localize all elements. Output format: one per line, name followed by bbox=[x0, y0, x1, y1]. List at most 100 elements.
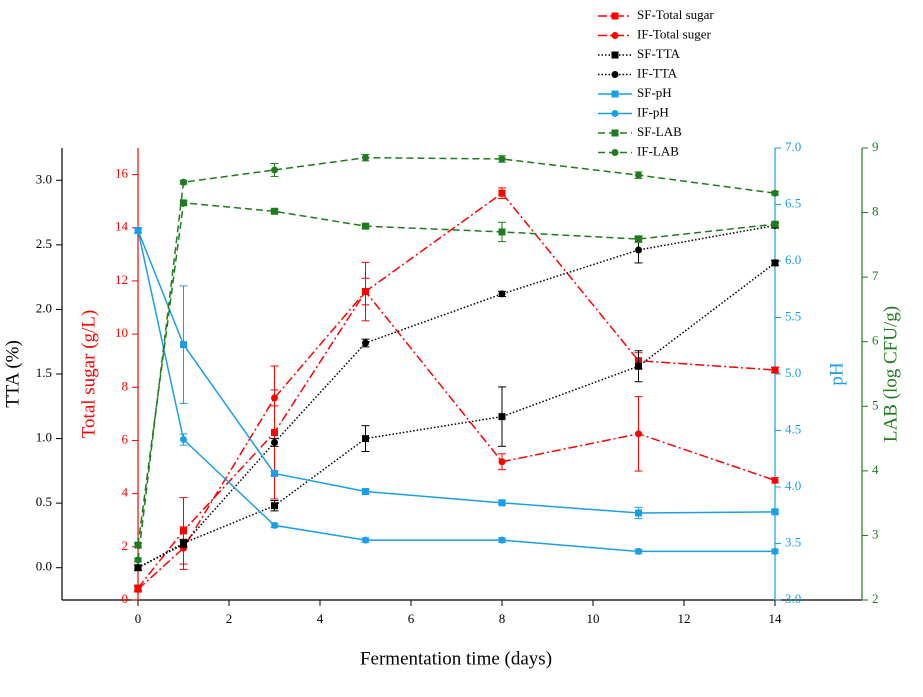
data-point bbox=[362, 488, 369, 496]
legend-marker bbox=[611, 90, 619, 98]
legend-marker bbox=[611, 32, 619, 39]
y-tick-label: 4 bbox=[122, 485, 129, 500]
y-tick-label: 6.0 bbox=[785, 252, 801, 267]
data-point bbox=[271, 207, 278, 215]
data-point bbox=[498, 458, 506, 466]
data-point bbox=[362, 435, 369, 443]
y-tick-label: 8 bbox=[122, 378, 129, 393]
y-tick-label: 3.0 bbox=[785, 591, 801, 606]
data-point bbox=[771, 189, 779, 197]
legend-marker bbox=[611, 110, 619, 117]
legend-marker bbox=[611, 149, 619, 156]
x-tick-label: 8 bbox=[499, 611, 506, 626]
x-tick-label: 2 bbox=[226, 611, 233, 626]
data-point bbox=[635, 430, 642, 438]
y-tick-label: 7.0 bbox=[785, 139, 801, 154]
x-tick-label: 14 bbox=[769, 611, 783, 626]
y-tick-label: 0.5 bbox=[36, 494, 52, 509]
x-tick-label: 0 bbox=[135, 611, 142, 626]
data-point bbox=[362, 288, 369, 296]
data-point bbox=[271, 521, 278, 529]
y-tick-label: 14 bbox=[115, 219, 129, 234]
series-line bbox=[137, 290, 776, 590]
y-tick-label: 9 bbox=[872, 139, 879, 154]
x-tick-label: 10 bbox=[587, 611, 600, 626]
series-line bbox=[137, 202, 776, 546]
legend-label: SF-LAB bbox=[637, 124, 682, 139]
data-point bbox=[134, 556, 142, 564]
data-point bbox=[362, 222, 369, 230]
y-tick-label: 0.0 bbox=[36, 559, 52, 574]
y-tick-label: 3.5 bbox=[785, 534, 801, 549]
data-point bbox=[771, 547, 779, 555]
legend-label: IF-Total suger bbox=[637, 26, 711, 41]
legend-label: IF-pH bbox=[637, 104, 669, 119]
series-line bbox=[137, 192, 776, 589]
data-point bbox=[498, 155, 506, 163]
legend-label: SF-Total sugar bbox=[637, 7, 714, 22]
legend-label: SF-pH bbox=[637, 85, 672, 100]
y-tick-label: 0 bbox=[122, 591, 129, 606]
y-tick-label: 6 bbox=[122, 431, 129, 446]
legend-marker bbox=[611, 129, 619, 137]
y-tick-label: 3 bbox=[872, 526, 879, 541]
legend-marker bbox=[611, 71, 619, 78]
y-axis-title: pH bbox=[826, 362, 847, 386]
data-point bbox=[271, 428, 278, 436]
y-tick-label: 2.5 bbox=[36, 236, 52, 251]
data-point bbox=[134, 585, 142, 593]
legend-marker bbox=[611, 12, 619, 20]
data-point bbox=[498, 189, 506, 197]
data-point bbox=[498, 499, 506, 507]
data-point bbox=[635, 246, 642, 254]
data-point bbox=[635, 171, 642, 179]
x-axis-title: Fermentation time (days) bbox=[360, 648, 552, 669]
data-point bbox=[134, 226, 142, 234]
data-point bbox=[271, 502, 278, 510]
data-point bbox=[180, 436, 187, 444]
data-point bbox=[635, 235, 642, 243]
data-point bbox=[771, 259, 779, 267]
data-point bbox=[271, 469, 278, 477]
y-tick-label: 12 bbox=[115, 272, 128, 287]
data-point bbox=[635, 547, 642, 555]
data-point bbox=[635, 509, 642, 517]
y-tick-label: 1.5 bbox=[36, 365, 52, 380]
y-tick-label: 5.5 bbox=[785, 308, 801, 323]
data-point bbox=[771, 366, 779, 374]
y-tick-label: 6.5 bbox=[785, 195, 801, 210]
y-tick-label: 4.5 bbox=[785, 421, 801, 436]
data-point bbox=[271, 438, 278, 446]
data-point bbox=[271, 166, 278, 174]
y-tick-label: 16 bbox=[115, 166, 129, 181]
data-point bbox=[134, 564, 142, 572]
data-point bbox=[362, 536, 369, 544]
x-tick-label: 12 bbox=[678, 611, 691, 626]
data-point bbox=[362, 339, 369, 347]
data-point bbox=[771, 508, 779, 516]
series-line bbox=[137, 224, 776, 569]
data-point bbox=[498, 290, 506, 298]
y-tick-label: 2 bbox=[122, 538, 129, 553]
series-line bbox=[137, 230, 776, 514]
data-point bbox=[180, 199, 187, 207]
data-point bbox=[635, 362, 642, 370]
data-point bbox=[271, 394, 278, 402]
data-point bbox=[771, 220, 779, 228]
data-point bbox=[498, 536, 506, 544]
legend-label: IF-LAB bbox=[637, 143, 679, 158]
legend-marker bbox=[611, 51, 619, 59]
data-point bbox=[134, 541, 142, 549]
y-tick-label: 10 bbox=[115, 325, 128, 340]
data-point bbox=[180, 178, 187, 186]
y-tick-label: 8 bbox=[872, 204, 879, 219]
data-point bbox=[498, 413, 506, 421]
data-point bbox=[362, 154, 369, 162]
y-tick-label: 2.0 bbox=[36, 300, 52, 315]
y-tick-label: 4.0 bbox=[785, 478, 801, 493]
y-tick-label: 6 bbox=[872, 333, 879, 348]
data-point bbox=[498, 228, 506, 236]
y-axis-title: TTA (%) bbox=[2, 340, 23, 408]
